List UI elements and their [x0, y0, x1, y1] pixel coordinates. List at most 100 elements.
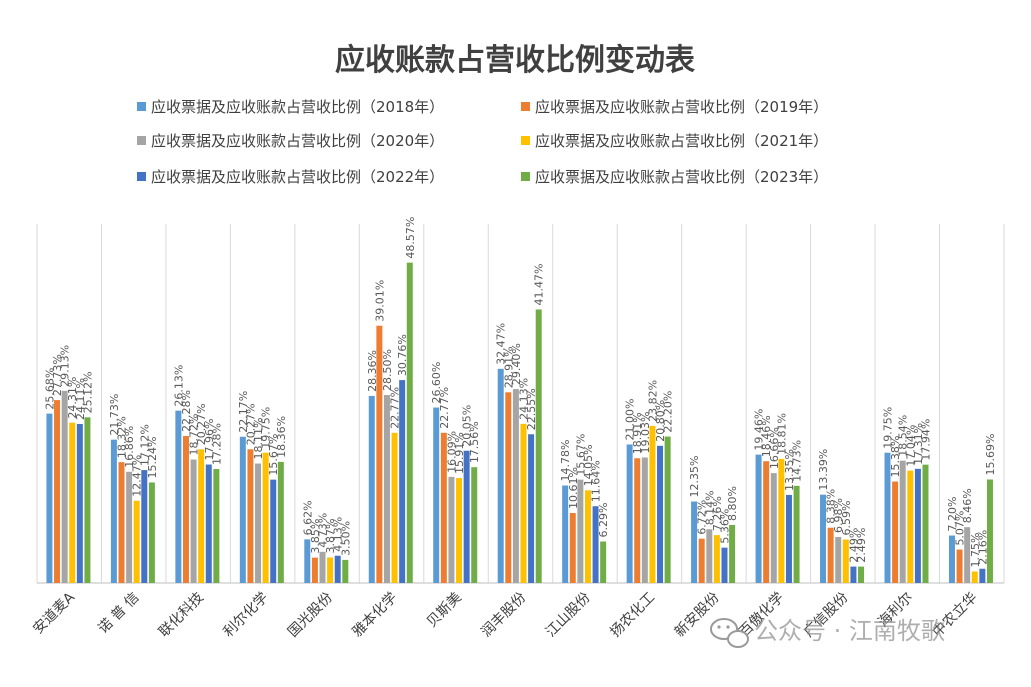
bar: [884, 452, 891, 583]
category-label: 润丰股份: [478, 590, 529, 641]
bar: [922, 464, 929, 583]
data-label: 1.75%: [969, 533, 982, 568]
bar: [706, 529, 713, 583]
data-label: 16.09%: [445, 431, 458, 473]
legend-item: 应收票据及应收账款占营收比例（2019年）: [521, 98, 828, 116]
data-label: 29.40%: [510, 343, 523, 385]
data-label: 18.54%: [897, 415, 910, 457]
data-label: 24.11%: [74, 378, 87, 420]
data-label: 6.62%: [301, 500, 314, 535]
data-label: 8.80%: [726, 486, 739, 521]
data-label: 5.36%: [719, 509, 732, 544]
bar: [342, 559, 349, 583]
data-label: 28.36%: [366, 350, 379, 392]
data-label: 5.07%: [954, 511, 967, 546]
bar: [793, 485, 800, 583]
data-label: 6.98%: [832, 498, 845, 533]
bar: [850, 566, 857, 583]
bar: [319, 551, 326, 583]
legend-swatch: [521, 136, 530, 145]
bar: [471, 467, 478, 583]
data-label: 6.59%: [840, 501, 853, 536]
legend-item: 应收票据及应收账款占营收比例（2023年）: [521, 168, 828, 186]
data-label: 30.76%: [396, 334, 409, 376]
legend-label: 应收票据及应收账款占营收比例（2019年）: [535, 98, 828, 116]
data-label: 12.35%: [688, 456, 701, 498]
data-label: 22.77%: [438, 387, 451, 429]
bar: [914, 468, 921, 583]
data-label: 26.60%: [430, 362, 443, 404]
bar: [512, 389, 519, 583]
data-label: 29.13%: [59, 345, 72, 387]
bar: [198, 449, 205, 583]
legend-item: 应收票据及应收账款占营收比例（2020年）: [137, 132, 444, 150]
data-label: 17.96%: [203, 419, 216, 461]
bar: [649, 425, 656, 583]
wechat-icon: [710, 618, 749, 648]
data-label: 8.46%: [961, 488, 974, 523]
bar: [406, 262, 413, 583]
data-label: 18.91%: [631, 412, 644, 454]
data-label: 6.72%: [696, 500, 709, 535]
category-label: 雅本化学: [349, 590, 400, 641]
category-label: 国光股份: [285, 590, 336, 641]
bar: [69, 422, 76, 583]
data-label: 28.91%: [502, 346, 515, 388]
bar: [698, 538, 705, 583]
legend-item: 应收票据及应收账款占营收比例（2022年）: [137, 168, 444, 186]
plot-area: 25.68%27.73%29.13%24.31%24.11%25.12% 21.7…: [36, 217, 1005, 584]
data-label: 27.73%: [51, 354, 64, 396]
data-label: 20.27%: [195, 403, 208, 445]
bar: [141, 470, 148, 583]
legend-label: 应收票据及应收账款占营收比例（2023年）: [535, 168, 828, 186]
bar: [600, 541, 607, 583]
data-label: 25.12%: [81, 371, 94, 413]
category-label: 安道麦A: [30, 589, 78, 637]
data-label: 22.28%: [180, 390, 193, 432]
legend-swatch: [137, 102, 146, 111]
bar: [239, 436, 246, 583]
bar: [448, 476, 455, 583]
data-label: 3.50%: [339, 521, 352, 556]
data-label: 48.57%: [404, 217, 417, 259]
bar: [505, 392, 512, 583]
data-label: 17.94%: [920, 419, 933, 461]
data-label: 22.20%: [662, 391, 675, 433]
data-label: 17.56%: [468, 421, 481, 463]
bar: [664, 436, 671, 583]
bar: [456, 478, 463, 583]
data-label: 20.05%: [461, 405, 474, 447]
bar: [205, 464, 212, 583]
bar: [971, 571, 978, 583]
data-label: 16.66%: [768, 427, 781, 469]
data-label: 39.01%: [373, 280, 386, 322]
data-label: 2.16%: [976, 530, 989, 565]
bar: [626, 444, 633, 583]
bar: [858, 566, 865, 583]
data-label: 15.67%: [574, 434, 587, 476]
bar: [433, 407, 440, 583]
bar: [463, 450, 470, 583]
bar: [126, 471, 133, 583]
data-label: 18.11%: [252, 418, 265, 460]
data-label: 6.29%: [597, 503, 610, 538]
data-label: 24.13%: [518, 378, 531, 420]
data-label: 15.24%: [146, 437, 159, 479]
bar: [964, 527, 971, 583]
data-label: 22.77%: [389, 387, 402, 429]
bar: [956, 549, 963, 583]
bar: [497, 368, 504, 583]
bar: [820, 494, 827, 583]
bar: [528, 434, 535, 583]
watermark-text: 公众号 · 江南牧歌: [754, 617, 945, 645]
bar: [148, 482, 155, 583]
bar: [391, 432, 398, 583]
data-label: 3.85%: [309, 519, 322, 554]
bar: [110, 439, 117, 583]
bar: [721, 547, 728, 583]
bar: [763, 461, 770, 583]
bar: [584, 490, 591, 583]
bar: [334, 555, 341, 583]
legend-item: 应收票据及应收账款占营收比例（2018年）: [137, 98, 444, 116]
data-label: 25.68%: [43, 368, 56, 410]
